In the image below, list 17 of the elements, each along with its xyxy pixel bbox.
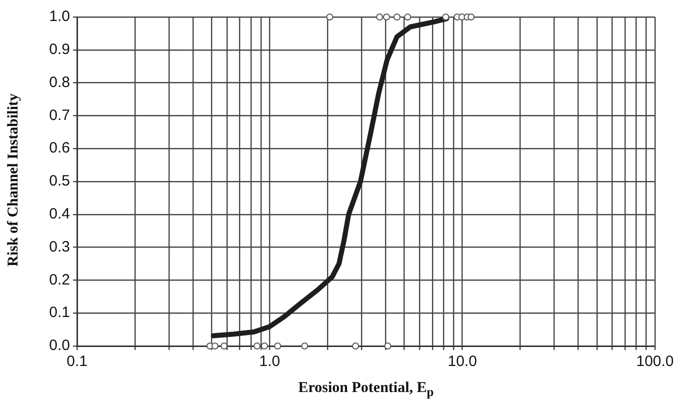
y-tick-label: 0.1	[49, 304, 70, 322]
y-tick-label: 0.0	[49, 337, 70, 354]
x-tick-label: 0.1	[66, 353, 88, 370]
x-tick-label: 100.0	[636, 353, 674, 370]
y-tick-label: 0.5	[49, 172, 70, 190]
y-tick-label: 0.6	[49, 140, 70, 157]
y-axis-title: Risk of Channel Instability	[6, 94, 22, 266]
x-tick-label: 1.0	[259, 353, 280, 370]
y-tick-label: 0.4	[49, 206, 70, 223]
y-tick-label: 0.3	[49, 238, 70, 256]
y-tick-label: 1.0	[49, 8, 70, 26]
y-tick-label: 0.8	[49, 74, 70, 91]
x-tick-label: 10.0	[448, 353, 477, 370]
y-tick-label: 0.2	[49, 271, 70, 288]
y-tick-label: 0.9	[49, 41, 70, 58]
y-tick-label: 0.7	[49, 106, 70, 124]
x-axis-title: Erosion Potential, E$_{p}$	[298, 380, 434, 400]
